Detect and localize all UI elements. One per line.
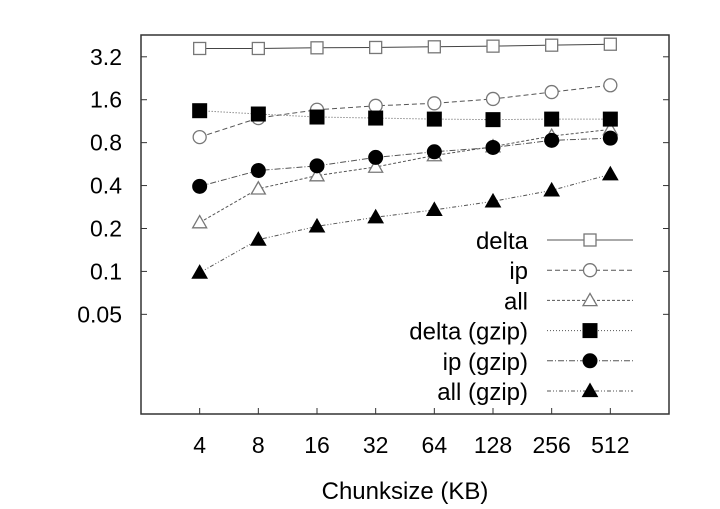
data-point <box>367 208 385 224</box>
data-point <box>193 41 207 56</box>
series-line <box>199 128 611 224</box>
legend-marker <box>583 233 597 247</box>
x-tick-label: 8 <box>252 432 265 458</box>
legend-label: delta (gzip) <box>409 319 528 346</box>
x-tick-label: 64 <box>422 432 448 458</box>
data-point <box>192 129 207 145</box>
y-tick-label: 1.6 <box>90 87 122 113</box>
series-delta <box>193 37 617 56</box>
data-point <box>485 91 501 107</box>
data-point <box>308 217 326 233</box>
data-point <box>603 37 617 51</box>
legend-marker <box>582 323 598 339</box>
data-point <box>368 149 384 165</box>
x-axis-label: Chunksize (KB) <box>322 478 489 504</box>
ticks-layer: 3.2 1.6 0.8 0.4 0.2 0.1 0.05 4 8 16 32 64 128 256 512 <box>77 44 669 458</box>
data-point <box>308 167 326 182</box>
data-point <box>427 40 441 54</box>
x-tick-label: 256 <box>532 432 570 458</box>
legend-label: ip (gzip) <box>443 349 528 376</box>
series-ip-gzip <box>192 130 618 194</box>
x-tick-label: 4 <box>193 432 206 458</box>
data-point <box>367 158 384 173</box>
legend-label: ip <box>509 258 528 285</box>
data-point <box>425 201 443 217</box>
data-point <box>250 180 267 195</box>
data-point <box>485 139 501 155</box>
legend-marker <box>581 292 599 307</box>
series-line <box>199 84 611 138</box>
data-point <box>544 111 560 127</box>
x-tick-label: 32 <box>363 432 389 458</box>
y-tick-label: 0.1 <box>90 258 122 284</box>
data-point <box>427 96 442 111</box>
data-point <box>250 106 266 122</box>
data-point <box>543 181 561 197</box>
data-point <box>603 78 618 93</box>
data-point <box>309 158 325 174</box>
data-point <box>251 41 265 56</box>
data-point <box>192 103 208 119</box>
data-point <box>426 111 442 127</box>
data-point <box>602 130 618 146</box>
data-point <box>368 98 383 113</box>
data-point <box>484 192 502 208</box>
series-line <box>199 43 611 49</box>
series-all-gzip <box>191 165 619 279</box>
y-tick-label: 0.05 <box>77 301 122 327</box>
series-layer <box>191 37 619 279</box>
data-point <box>602 111 618 127</box>
legend-marker <box>581 382 599 398</box>
legend-label: delta <box>476 228 529 255</box>
data-point <box>309 109 325 125</box>
series-delta-gzip <box>192 103 618 128</box>
data-point <box>601 165 619 181</box>
data-point <box>486 39 500 53</box>
y-tick-label: 0.8 <box>90 130 122 156</box>
legend: delta ip all delta (gzip) ip (gzip) all (gzip… <box>409 228 633 406</box>
series-line <box>199 173 611 274</box>
legend-marker <box>582 353 598 369</box>
data-point <box>249 231 267 246</box>
data-point <box>191 214 208 229</box>
data-point <box>544 84 559 100</box>
series-line <box>199 137 611 187</box>
data-point <box>485 112 501 128</box>
data-point <box>192 178 208 194</box>
x-tick-label: 512 <box>591 432 629 458</box>
series-line <box>199 110 611 121</box>
legend-label: all (gzip) <box>437 379 528 406</box>
data-point <box>544 132 560 148</box>
data-point <box>368 110 384 126</box>
data-point <box>369 40 383 55</box>
y-tick-label: 0.2 <box>90 215 122 241</box>
data-point <box>250 163 266 179</box>
legend-label: all <box>504 288 528 315</box>
plot-frame <box>140 34 670 415</box>
x-tick-label: 128 <box>474 432 512 458</box>
data-point <box>191 264 209 279</box>
x-tick-label: 16 <box>304 432 330 458</box>
data-point <box>310 41 324 55</box>
y-tick-label: 0.4 <box>90 173 122 199</box>
y-tick-label: 3.2 <box>90 44 122 70</box>
data-point <box>545 38 559 52</box>
legend-marker <box>582 263 598 278</box>
data-point <box>426 144 442 160</box>
